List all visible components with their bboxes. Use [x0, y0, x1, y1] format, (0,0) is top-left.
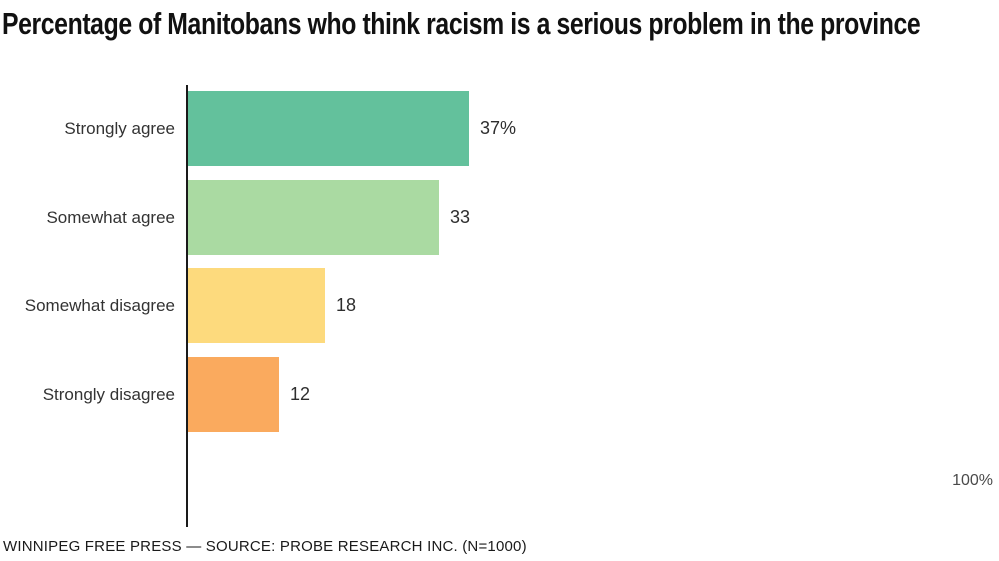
category-label: Somewhat disagree — [24, 296, 175, 315]
value-label: 18 — [336, 295, 357, 315]
bar — [188, 357, 279, 432]
category-label: Strongly agree — [64, 119, 175, 138]
category-label: Somewhat agree — [46, 208, 175, 227]
bar-row: Strongly disagree 12 — [0, 357, 999, 432]
bar — [188, 180, 439, 255]
bar-row: Somewhat agree 33 — [0, 180, 999, 255]
value-label: 37% — [480, 118, 517, 138]
value-label: 12 — [290, 384, 311, 404]
bar-row: Strongly agree 37% — [0, 91, 999, 166]
bar — [188, 268, 325, 343]
chart-title: Percentage of Manitobans who think racis… — [2, 6, 921, 41]
source-note: WINNIPEG FREE PRESS — SOURCE: PROBE RESE… — [3, 538, 527, 555]
category-label: Strongly disagree — [42, 385, 175, 404]
value-label: 33 — [450, 207, 471, 227]
y-axis-line — [186, 85, 188, 527]
x-axis-max-label: 100% — [952, 472, 993, 489]
bar — [188, 91, 469, 166]
bar-row: Somewhat disagree 18 — [0, 268, 999, 343]
